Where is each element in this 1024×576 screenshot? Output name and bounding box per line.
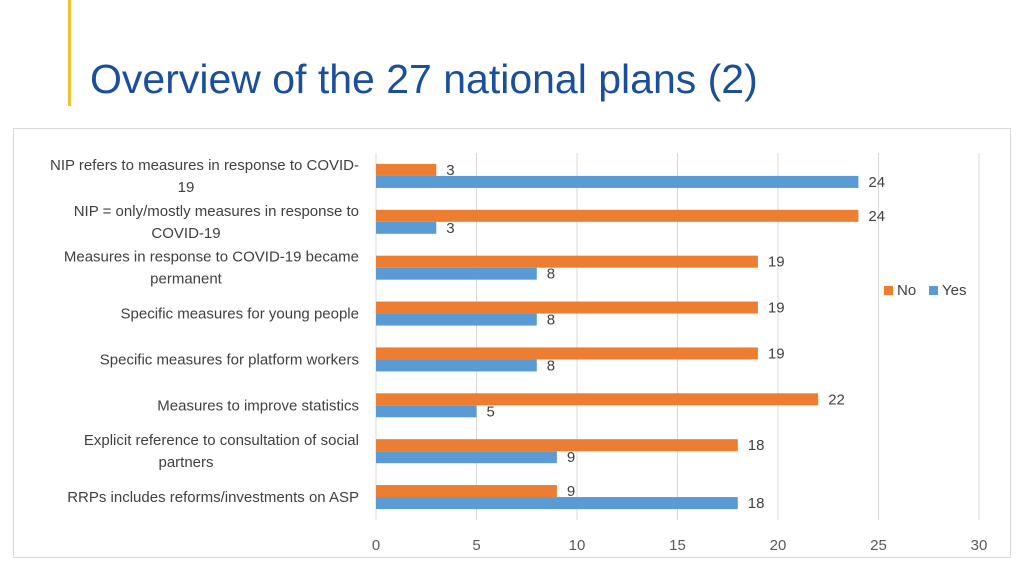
bar-yes — [376, 267, 537, 280]
category-label: permanent — [150, 271, 223, 288]
gridlines — [375, 153, 980, 520]
x-tick-label: 25 — [870, 537, 887, 554]
data-label: 8 — [547, 312, 555, 329]
bar-yes — [376, 497, 738, 510]
data-label: 8 — [547, 357, 555, 374]
legend-label-no: No — [897, 282, 916, 299]
legend-swatch-yes — [929, 286, 938, 295]
legend: No Yes — [884, 282, 966, 299]
category-label: RRPs includes reforms/investments on ASP — [67, 489, 359, 506]
bar-yes — [376, 405, 477, 418]
bar-yes — [376, 175, 859, 188]
data-label: 19 — [768, 300, 785, 317]
data-label: 18 — [748, 437, 765, 454]
bar-yes — [376, 313, 537, 326]
bars — [376, 163, 859, 510]
legend-swatch-no — [884, 286, 893, 295]
category-label: NIP = only/mostly measures in response t… — [74, 203, 359, 220]
chart-frame: 3 24 24 3 19 8 19 8 19 8 22 5 18 9 9 18 NIP refers to m… — [13, 128, 1011, 558]
category-label: 19 — [178, 179, 195, 196]
bar-no — [376, 255, 758, 268]
category-label: partners — [158, 454, 213, 471]
category-label: Measures to improve statistics — [157, 397, 359, 414]
data-label: 3 — [446, 162, 454, 179]
category-label: Explicit reference to consultation of so… — [84, 432, 359, 449]
x-tick-label: 10 — [569, 537, 586, 554]
category-label: NIP refers to measures in response to CO… — [50, 157, 359, 174]
data-label: 5 — [487, 403, 495, 420]
category-label: Specific measures for platform workers — [100, 351, 359, 368]
data-label: 9 — [567, 449, 575, 466]
bar-no — [376, 485, 557, 498]
category-label: COVID-19 — [151, 225, 220, 242]
x-tick-label: 20 — [770, 537, 787, 554]
bar-yes — [376, 451, 557, 464]
bar-no — [376, 347, 758, 360]
category-labels: NIP refers to measures in response to CO… — [50, 157, 359, 506]
data-label: 8 — [547, 266, 555, 283]
data-label: 22 — [828, 391, 845, 408]
slide-title: Overview of the 27 national plans (2) — [90, 56, 758, 102]
data-label: 24 — [868, 174, 885, 191]
bar-chart: 3 24 24 3 19 8 19 8 19 8 22 5 18 9 9 18 NIP refers to m… — [50, 153, 988, 554]
title-accent-bar — [68, 0, 71, 106]
x-tick-label: 0 — [372, 537, 380, 554]
bar-yes — [376, 221, 437, 234]
bar-no — [376, 393, 819, 406]
x-tick-label: 15 — [669, 537, 686, 554]
data-label: 9 — [567, 483, 575, 500]
bar-yes — [376, 359, 537, 372]
data-label: 18 — [748, 495, 765, 512]
data-label: 24 — [868, 208, 885, 225]
data-label: 19 — [768, 254, 785, 271]
data-label: 3 — [446, 220, 454, 237]
legend-label-yes: Yes — [942, 282, 966, 299]
x-tick-label: 30 — [971, 537, 988, 554]
x-tick-label: 5 — [472, 537, 480, 554]
bar-no — [376, 163, 437, 176]
x-tick-labels: 0 5 10 15 20 25 30 — [372, 537, 988, 554]
category-label: Measures in response to COVID-19 became — [64, 249, 359, 266]
category-label: Specific measures for young people — [121, 306, 359, 323]
bar-no — [376, 439, 738, 452]
data-label: 19 — [768, 345, 785, 362]
bar-no — [376, 209, 859, 222]
data-labels: 3 24 24 3 19 8 19 8 19 8 22 5 18 9 9 18 — [446, 162, 885, 512]
bar-no — [376, 301, 758, 314]
